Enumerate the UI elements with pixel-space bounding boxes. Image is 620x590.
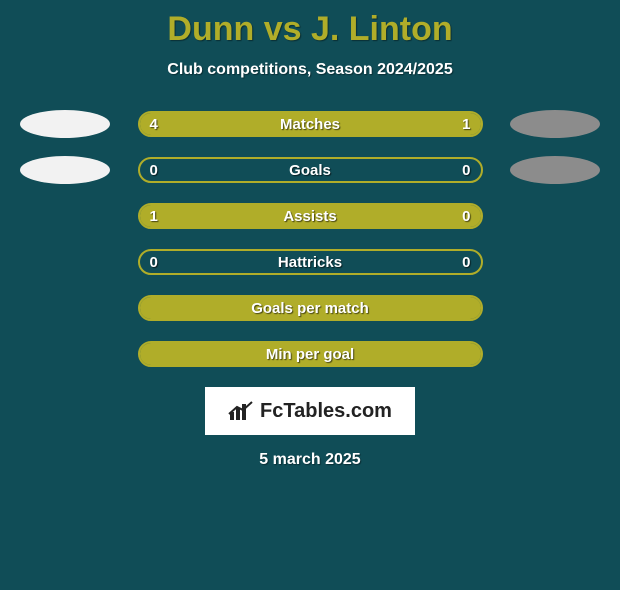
left-photo-col bbox=[10, 110, 120, 138]
player-photo-left bbox=[20, 156, 110, 184]
stat-row: 10Assists bbox=[10, 193, 610, 239]
stat-label: Assists bbox=[140, 205, 481, 227]
stat-row: Min per goal bbox=[10, 331, 610, 377]
logo-box: FcTables.com bbox=[205, 387, 415, 435]
stat-bar: 00Hattricks bbox=[138, 249, 483, 275]
stat-bar: Min per goal bbox=[138, 341, 483, 367]
chart-icon bbox=[228, 400, 254, 422]
stat-bar: 00Goals bbox=[138, 157, 483, 183]
bar-col: 41Matches bbox=[120, 111, 500, 137]
stat-row: 00Goals bbox=[10, 147, 610, 193]
player-photo-right bbox=[510, 110, 600, 138]
right-photo-col bbox=[500, 156, 610, 184]
bar-col: Goals per match bbox=[120, 295, 500, 321]
stat-bar: 41Matches bbox=[138, 111, 483, 137]
bar-col: Min per goal bbox=[120, 341, 500, 367]
stat-label: Goals bbox=[140, 159, 481, 181]
date: 5 march 2025 bbox=[0, 451, 620, 469]
bar-col: 00Hattricks bbox=[120, 249, 500, 275]
stat-label: Goals per match bbox=[140, 297, 481, 319]
right-photo-col bbox=[500, 110, 610, 138]
stats-area: 41Matches 00Goals 10Assists 00Hattricks Goal… bbox=[0, 101, 620, 377]
stat-row: Goals per match bbox=[10, 285, 610, 331]
page-title: Dunn vs J. Linton bbox=[0, 10, 620, 49]
player-photo-left bbox=[20, 110, 110, 138]
stat-bar: Goals per match bbox=[138, 295, 483, 321]
subtitle: Club competitions, Season 2024/2025 bbox=[0, 61, 620, 79]
stat-label: Min per goal bbox=[140, 343, 481, 365]
stat-row: 00Hattricks bbox=[10, 239, 610, 285]
left-photo-col bbox=[10, 156, 120, 184]
stat-row: 41Matches bbox=[10, 101, 610, 147]
player-photo-right bbox=[510, 156, 600, 184]
bar-col: 00Goals bbox=[120, 157, 500, 183]
stat-label: Matches bbox=[140, 113, 481, 135]
bar-col: 10Assists bbox=[120, 203, 500, 229]
stat-label: Hattricks bbox=[140, 251, 481, 273]
stat-bar: 10Assists bbox=[138, 203, 483, 229]
logo-text: FcTables.com bbox=[260, 400, 392, 423]
